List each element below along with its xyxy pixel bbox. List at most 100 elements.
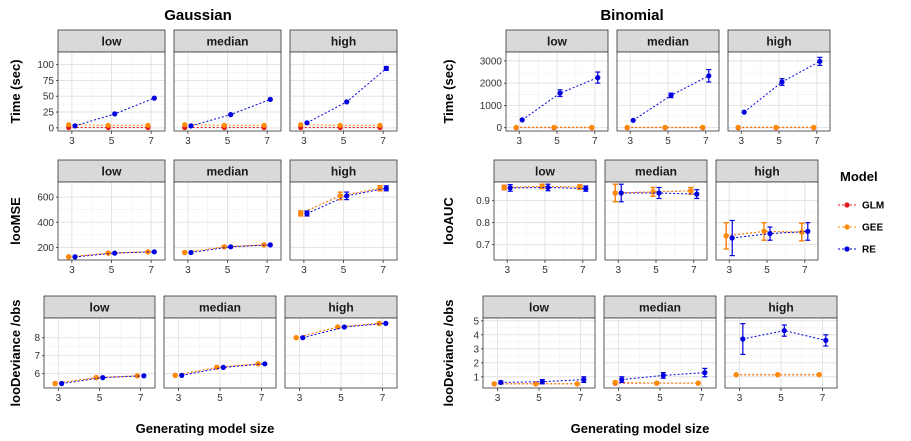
x-tick-label: 7 [148,136,154,147]
data-point-gee [551,124,557,130]
x-tick-label: 7 [703,136,709,147]
data-point-gee [298,210,304,217]
x-tick-label: 3 [69,265,75,276]
legend-entries: GLM GEE RE [838,201,884,256]
legend-title: Model [840,169,878,184]
data-point-gee [735,124,741,130]
panel-high: high 3 5 7 [715,159,819,276]
x-tick-label: 7 [380,393,386,404]
data-point-re [702,370,708,376]
data-point-gee [182,122,188,128]
panel-low: low 3 5 7 [493,159,597,276]
panel-strip-label: median [635,165,677,179]
data-point-gee [650,189,656,195]
data-point-re [767,231,773,237]
data-point-re [228,112,234,118]
data-point-gee [773,124,779,130]
panel-low: low 3 5 7 [57,159,166,276]
x-tick-label: 7 [259,393,265,404]
gaussian-title: Gaussian [164,7,232,24]
data-point-gee [298,122,304,128]
y-axis-label: Time (sec) [8,59,23,123]
data-point-re [179,372,185,378]
data-point-gee [293,335,299,341]
x-tick-label: 3 [301,136,307,147]
x-tick-label: 7 [699,393,705,404]
data-point-gee [574,381,580,387]
x-tick-label: 3 [504,265,510,276]
data-point-gee [775,372,781,378]
data-point-gee [733,372,739,378]
x-tick-label: 3 [301,265,307,276]
y-tick-label: 8 [34,333,40,344]
y-tick-label: 2 [473,358,479,369]
data-point-gee [221,244,227,250]
x-tick-label: 7 [802,265,808,276]
data-point-re [595,75,601,81]
data-point-re [188,123,194,129]
data-point-gee [337,193,343,199]
x-tick-label: 3 [615,265,621,276]
legend-label: RE [862,245,876,256]
y-tick-label: 600 [37,193,54,204]
legend-label: GLM [862,201,884,212]
x-tick-label: 5 [341,136,347,147]
x-tick-label: 7 [580,265,586,276]
panel-strip-label: median [647,35,689,49]
data-point-gee [337,122,343,128]
panel-median: median 3 5 7 [603,295,717,404]
data-point-re [112,111,118,117]
x-tick-label: 5 [776,136,782,147]
data-point-re [383,320,389,326]
data-point-re [581,377,587,383]
data-point-re [779,79,785,85]
legend: Model GLM GEE RE [838,169,884,256]
y-tick-label: 100 [37,60,54,71]
data-point-re [341,324,347,330]
data-point-gee [145,122,151,128]
x-tick-label: 7 [138,393,144,404]
data-point-re [383,185,389,191]
series-line-gee [68,251,149,258]
data-point-re [619,377,625,383]
chart-row-3: looMSE 200 400 600 low 3 5 7 median 3 5 7 high 3 5 7 [8,159,398,276]
data-point-gee [93,375,99,381]
x-tick-label: 3 [185,265,191,276]
legend-entry-glm: GLM [838,201,884,212]
data-point-re [262,361,268,367]
x-tick-label: 5 [109,136,115,147]
data-point-re [72,123,78,129]
data-point-re [300,335,306,341]
x-tick-label: 5 [653,265,659,276]
x-tick-label: 5 [778,393,784,404]
y-axis-label: looDeviance /obs [8,300,23,407]
data-point-gee [105,122,111,128]
x-tick-label: 7 [264,136,270,147]
data-point-gee [105,250,111,256]
data-point-gee [700,124,706,130]
data-point-gee [612,379,618,385]
x-tick-label: 5 [225,265,231,276]
x-tick-label: 7 [820,393,826,404]
data-point-re [100,375,106,381]
legend-key-point [844,224,850,230]
y-axis-label: Time (sec) [441,59,456,123]
panel-median: median 3 5 7 [604,159,708,276]
x-tick-label: 5 [665,136,671,147]
panel-strip-label: high [754,165,779,179]
data-point-gee [182,249,188,256]
data-point-re [694,191,700,197]
data-point-re [557,90,563,96]
data-point-re [267,242,273,248]
legend-key-point [844,246,850,252]
x-tick-label: 3 [56,393,62,404]
data-point-gee [66,254,72,260]
data-point-gee [221,122,227,128]
data-point-re [656,190,662,196]
panel-strip-label: low [535,165,556,179]
data-point-re [740,336,746,342]
panel-strip-label: high [331,35,356,49]
